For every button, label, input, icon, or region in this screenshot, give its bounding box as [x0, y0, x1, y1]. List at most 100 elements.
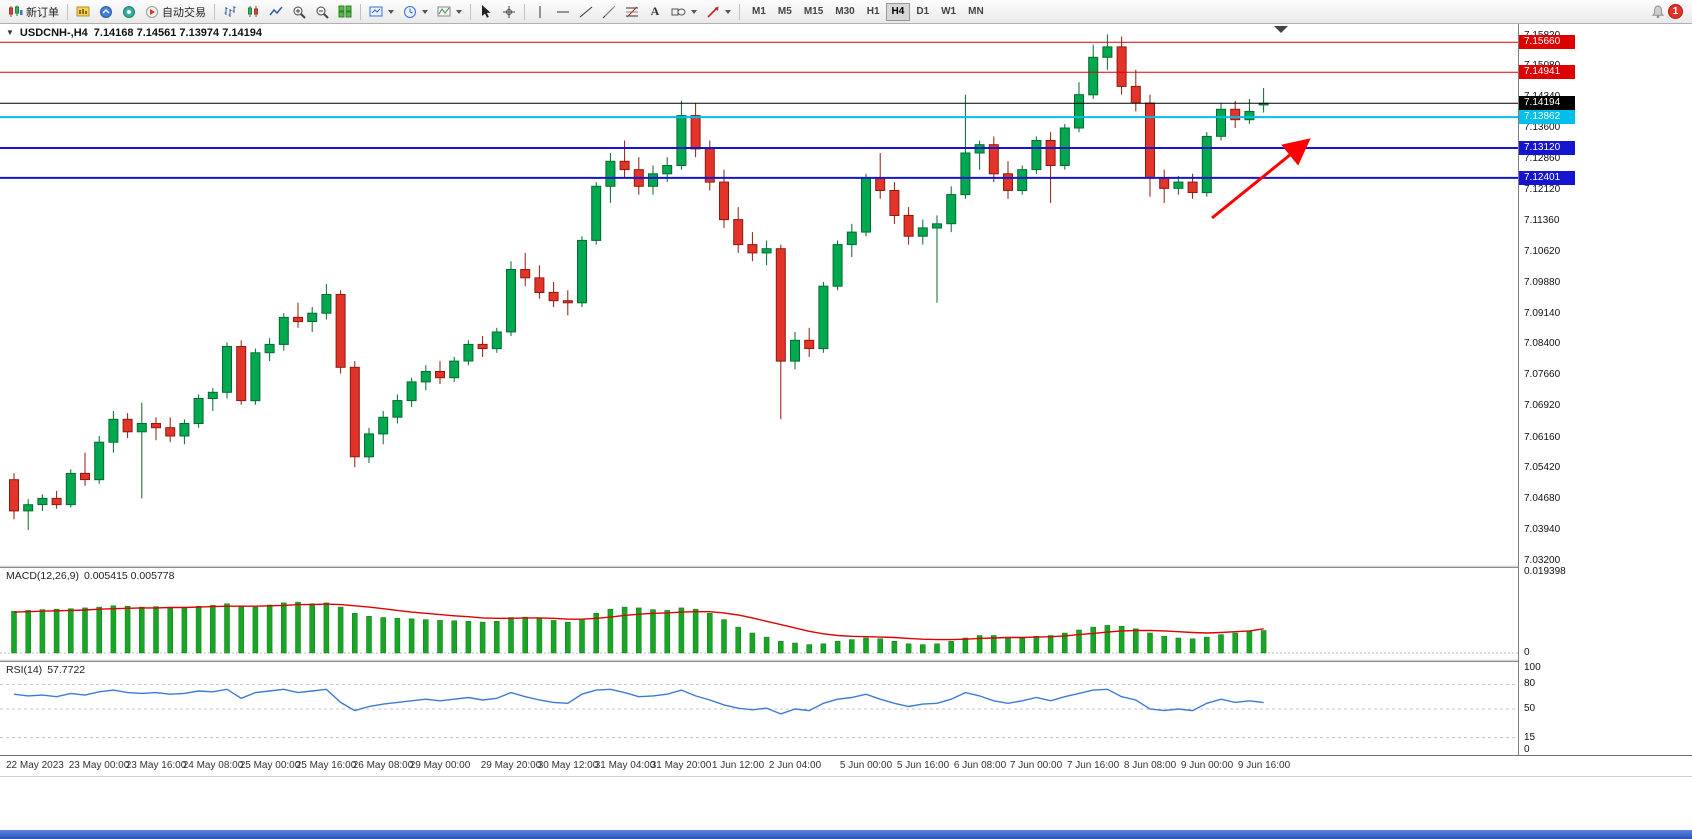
price-axis[interactable]: 7.158207.150807.143407.136007.128607.121…: [1518, 24, 1692, 755]
tile-windows-icon: [338, 5, 352, 18]
one-click-trading-arrow[interactable]: ▼: [6, 28, 14, 37]
taskbar-strip: [0, 830, 1692, 839]
channel-tool-icon: [602, 5, 616, 19]
charts-profile-button[interactable]: [72, 2, 94, 22]
timeframe-button-mn[interactable]: MN: [968, 6, 984, 17]
toolbar-separator: [67, 3, 68, 20]
timeframe-button-w1[interactable]: W1: [941, 6, 957, 17]
time-axis[interactable]: 22 May 2023 23 May 00:00 23 May 16:00 24 Ma…: [0, 755, 1692, 777]
trendline-tool-icon: [579, 5, 593, 19]
ohlc-quote-label: 7.14168 7.14561 7.13974 7.14194: [93, 27, 262, 39]
zoom-in-button[interactable]: [288, 2, 310, 22]
rsi-axis-label: 100: [1524, 662, 1541, 673]
fibonacci-tool-icon: [625, 5, 639, 18]
line-chart-button[interactable]: [265, 2, 287, 22]
cursor-icon: [480, 4, 492, 19]
chevron-down-icon: [725, 9, 731, 14]
hline-tool-icon: [556, 7, 570, 17]
time-axis-label: 7 Jun 00:00: [1009, 760, 1063, 771]
macd-name: MACD(12,26,9): [6, 570, 79, 582]
price-badge: 7.14941: [1519, 65, 1575, 79]
toolbar-separator: [524, 3, 525, 20]
shapes-tool-icon: [671, 5, 686, 18]
chevron-down-icon: [456, 9, 462, 14]
arrange-charts-button[interactable]: [365, 2, 398, 22]
rsi-canvas[interactable]: [0, 662, 1518, 755]
timeframe-button-m15[interactable]: M15: [803, 6, 824, 17]
tile-windows-button[interactable]: [334, 2, 356, 22]
price-badge: 7.13862: [1519, 110, 1575, 124]
bar-chart-button[interactable]: [219, 2, 241, 22]
auto-trading-button[interactable]: 自动交易: [141, 2, 210, 22]
timeframe-button-m30[interactable]: M30: [835, 6, 855, 17]
timeframe-button-h1[interactable]: H1: [866, 6, 880, 17]
period-button[interactable]: [399, 2, 432, 22]
candlestick-chart-button[interactable]: [242, 2, 264, 22]
cursor-button[interactable]: [475, 2, 497, 22]
shapes-tool-button[interactable]: [667, 2, 701, 22]
timeframe-button-m1[interactable]: M1: [752, 6, 766, 17]
rsi-indicator-pane[interactable]: [0, 662, 1518, 755]
macd-canvas[interactable]: [0, 568, 1518, 659]
crosshair-button[interactable]: [498, 2, 520, 22]
bell-icon[interactable]: [1651, 4, 1665, 19]
price-axis-label: 7.05420: [1524, 462, 1561, 473]
time-axis-label: 9 Jun 16:00: [1237, 760, 1291, 771]
market-watch-icon: [99, 5, 113, 19]
indicators-button[interactable]: [433, 2, 466, 22]
price-axis-label: 7.13600: [1524, 122, 1561, 133]
text-tool-button[interactable]: A: [644, 2, 666, 22]
timeframe-button-d1[interactable]: D1: [916, 6, 930, 17]
price-chart-canvas[interactable]: [0, 24, 1518, 565]
time-axis-label: 31 May 20:00: [650, 760, 712, 771]
price-badge: 7.12401: [1519, 171, 1575, 185]
rsi-pane-splitter[interactable]: [0, 659, 1692, 662]
rsi-value: 57.7722: [47, 664, 86, 676]
timeframe-button-m5[interactable]: M5: [777, 6, 792, 17]
time-axis-label: 7 Jun 16:00: [1066, 760, 1120, 771]
hline-tool-button[interactable]: [552, 2, 574, 22]
price-axis-label: 7.12860: [1524, 153, 1561, 164]
price-axis-label: 7.08400: [1524, 338, 1561, 349]
fibonacci-tool-button[interactable]: [621, 2, 643, 22]
price-axis-label: 7.06160: [1524, 432, 1561, 443]
macd-indicator-pane[interactable]: [0, 568, 1518, 659]
new-order-icon: [8, 5, 23, 18]
time-axis-label: 9 Jun 00:00: [1180, 760, 1234, 771]
community-button[interactable]: [118, 2, 140, 22]
zoom-out-button[interactable]: [311, 2, 333, 22]
indicators-icon: [437, 5, 451, 18]
price-axis-label: 7.09880: [1524, 277, 1561, 288]
vline-tool-icon: [535, 5, 545, 19]
chevron-down-icon: [422, 9, 428, 14]
price-axis-label: 7.04680: [1524, 493, 1561, 504]
vline-tool-button[interactable]: [529, 2, 551, 22]
market-watch-button[interactable]: [95, 2, 117, 22]
macd-pane-splitter[interactable]: [0, 565, 1692, 568]
macd-values: 0.005415 0.005778: [83, 570, 175, 582]
price-badge: 7.14194: [1519, 96, 1575, 110]
rsi-axis-label: 80: [1524, 678, 1536, 689]
trendline-tool-button[interactable]: [575, 2, 597, 22]
price-axis-label: 7.10620: [1524, 246, 1561, 257]
crosshair-icon: [502, 5, 516, 19]
timeframe-button-h4[interactable]: H4: [885, 2, 911, 21]
toolbar-separator: [739, 3, 740, 20]
time-axis-label: 5 Jun 00:00: [839, 760, 893, 771]
macd-label: MACD(12,26,9) 0.005415 0.005778: [6, 570, 174, 582]
price-badge: 7.15660: [1519, 35, 1575, 49]
zoom-out-icon: [315, 5, 329, 19]
channel-tool-button[interactable]: [598, 2, 620, 22]
arrows-tool-button[interactable]: [702, 2, 735, 22]
time-axis-label: 25 May 16:00: [295, 760, 357, 771]
charts-profile-icon: [76, 5, 90, 18]
price-axis-label: 7.03200: [1524, 555, 1561, 566]
price-axis-label: 7.07660: [1524, 369, 1561, 380]
rsi-axis-label: 0: [1524, 744, 1530, 755]
time-axis-label: 30 May 12:00: [537, 760, 599, 771]
time-axis-label: 22 May 2023: [6, 760, 64, 771]
time-axis-label: 2 Jun 04:00: [768, 760, 822, 771]
new-order-button[interactable]: 新订单: [4, 2, 63, 22]
price-chart-pane[interactable]: [0, 24, 1518, 565]
notification-badge[interactable]: 1: [1668, 4, 1683, 19]
